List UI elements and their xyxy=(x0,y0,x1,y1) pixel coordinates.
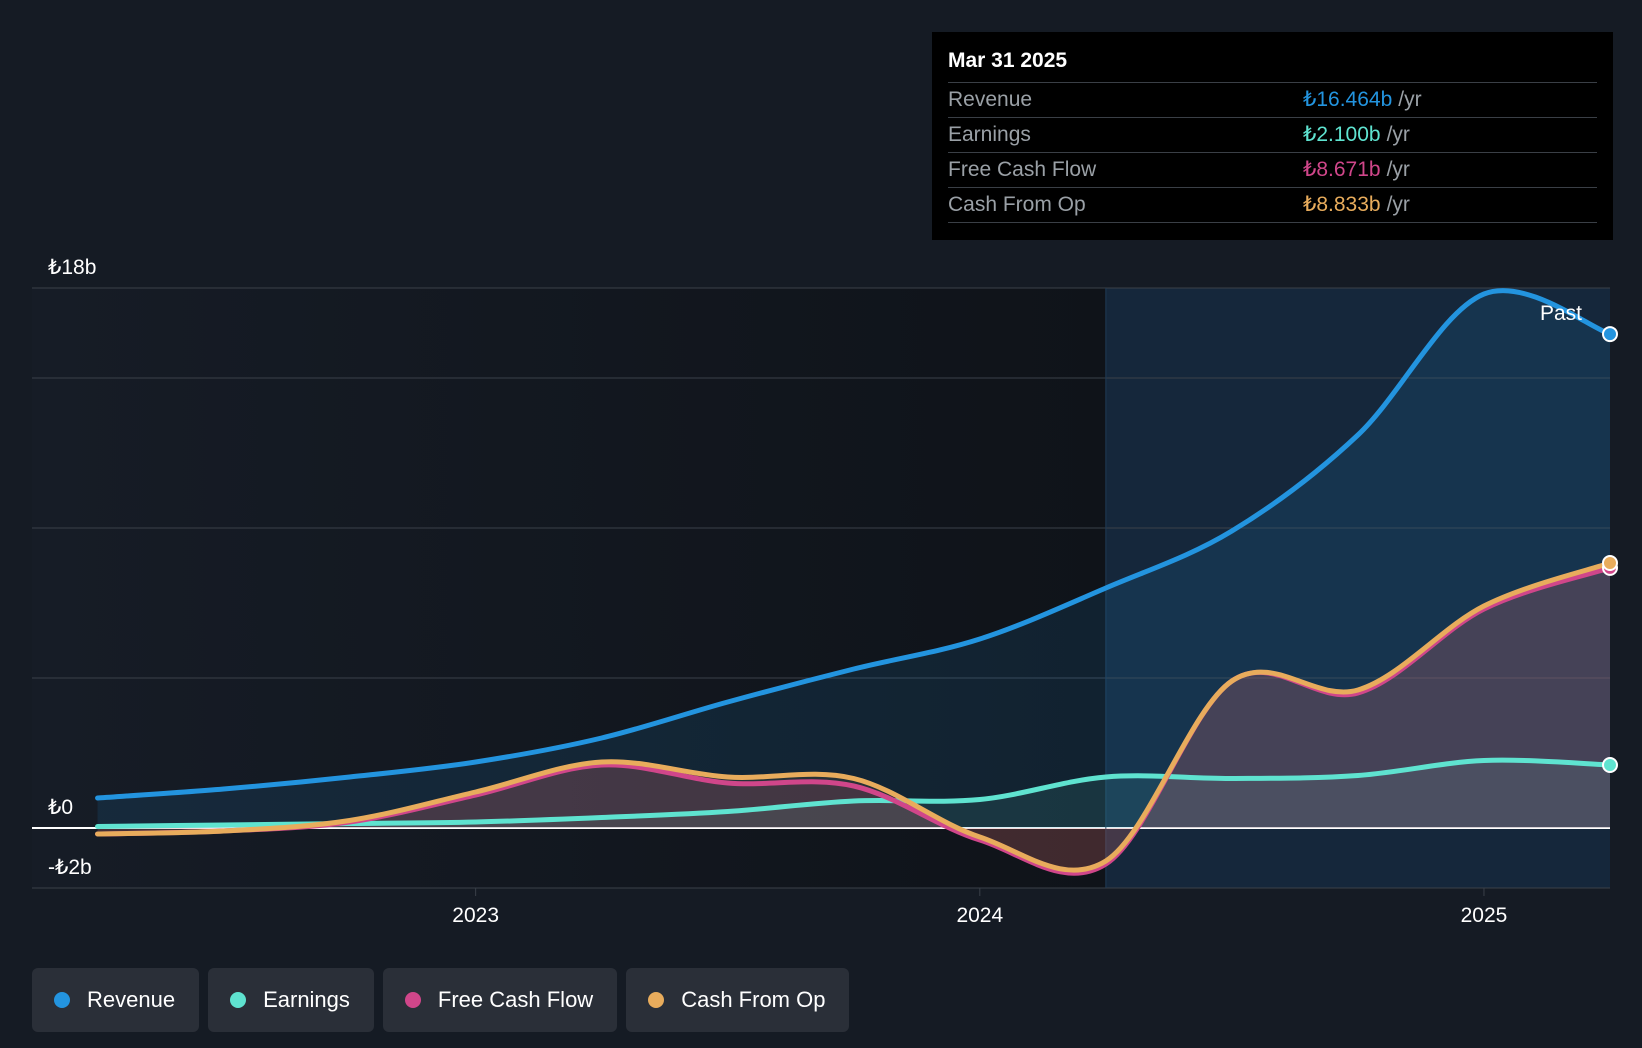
legend-dot-icon xyxy=(230,992,247,1008)
endpoint-earnings xyxy=(1602,757,1618,773)
series-line-revenue xyxy=(95,288,1613,801)
chart: ₺18b ₺0 -₺2b 2023 2024 2025 Past xyxy=(32,256,1618,927)
legend-label: Cash From Op xyxy=(681,987,826,1012)
legend-item-cash-from-op[interactable]: Cash From Op xyxy=(626,968,850,1032)
area-revenue xyxy=(97,290,1611,828)
tooltip-date: Mar 31 2025 xyxy=(948,46,1597,83)
tooltip-label: Earnings xyxy=(948,123,1031,146)
tooltip-value: ₺2.100b xyxy=(1303,123,1381,146)
tooltip-value: ₺16.464b xyxy=(1303,88,1393,111)
tooltip-unit: /yr xyxy=(1398,88,1422,111)
tooltip-label: Cash From Op xyxy=(948,193,1086,216)
tooltip-value: ₺8.833b xyxy=(1303,193,1381,216)
tooltip-value: ₺8.671b xyxy=(1303,158,1381,181)
tooltip-row-revenue: Revenue ₺16.464b /yr xyxy=(948,83,1597,118)
tooltip-row-free-cash-flow: Free Cash Flow ₺8.671b /yr xyxy=(948,153,1597,188)
x-tick-label: 2025 xyxy=(1461,904,1508,927)
legend-dot-icon xyxy=(404,992,421,1008)
tooltip-label: Free Cash Flow xyxy=(948,158,1097,181)
legend-item-free-cash-flow[interactable]: Free Cash Flow xyxy=(382,968,618,1032)
legend: Revenue Earnings Free Cash Flow Cash Fro… xyxy=(32,968,850,1032)
tooltip-unit: /yr xyxy=(1386,123,1410,146)
x-tick-label: 2024 xyxy=(956,904,1003,927)
y-tick-label: -₺2b xyxy=(48,856,92,879)
legend-dot-icon xyxy=(54,992,70,1008)
legend-dot-icon xyxy=(648,992,665,1008)
legend-label: Earnings xyxy=(263,987,350,1012)
legend-label: Revenue xyxy=(87,987,176,1012)
tooltip-unit: /yr xyxy=(1386,193,1410,216)
legend-item-earnings[interactable]: Earnings xyxy=(208,968,374,1032)
area-earnings xyxy=(97,760,1611,828)
past-label: Past xyxy=(1540,302,1582,325)
tooltip-unit: /yr xyxy=(1386,158,1410,181)
tooltip-row-earnings: Earnings ₺2.100b /yr xyxy=(948,118,1597,153)
tooltip-row-cash-from-op: Cash From Op ₺8.833b /yr xyxy=(948,188,1597,223)
tooltip: Mar 31 2025 Revenue ₺16.464b /yr Earning… xyxy=(932,32,1613,240)
legend-label: Free Cash Flow xyxy=(437,987,594,1012)
x-tick-label: 2023 xyxy=(452,904,499,927)
y-tick-label: ₺18b xyxy=(48,256,96,279)
series-line-cash-from-op xyxy=(95,560,1613,873)
endpoint-cash-from-op xyxy=(1602,555,1618,572)
legend-item-revenue[interactable]: Revenue xyxy=(32,968,200,1032)
tooltip-label: Revenue xyxy=(948,88,1033,111)
endpoint-revenue xyxy=(1602,326,1618,343)
y-tick-label: ₺0 xyxy=(48,796,73,819)
